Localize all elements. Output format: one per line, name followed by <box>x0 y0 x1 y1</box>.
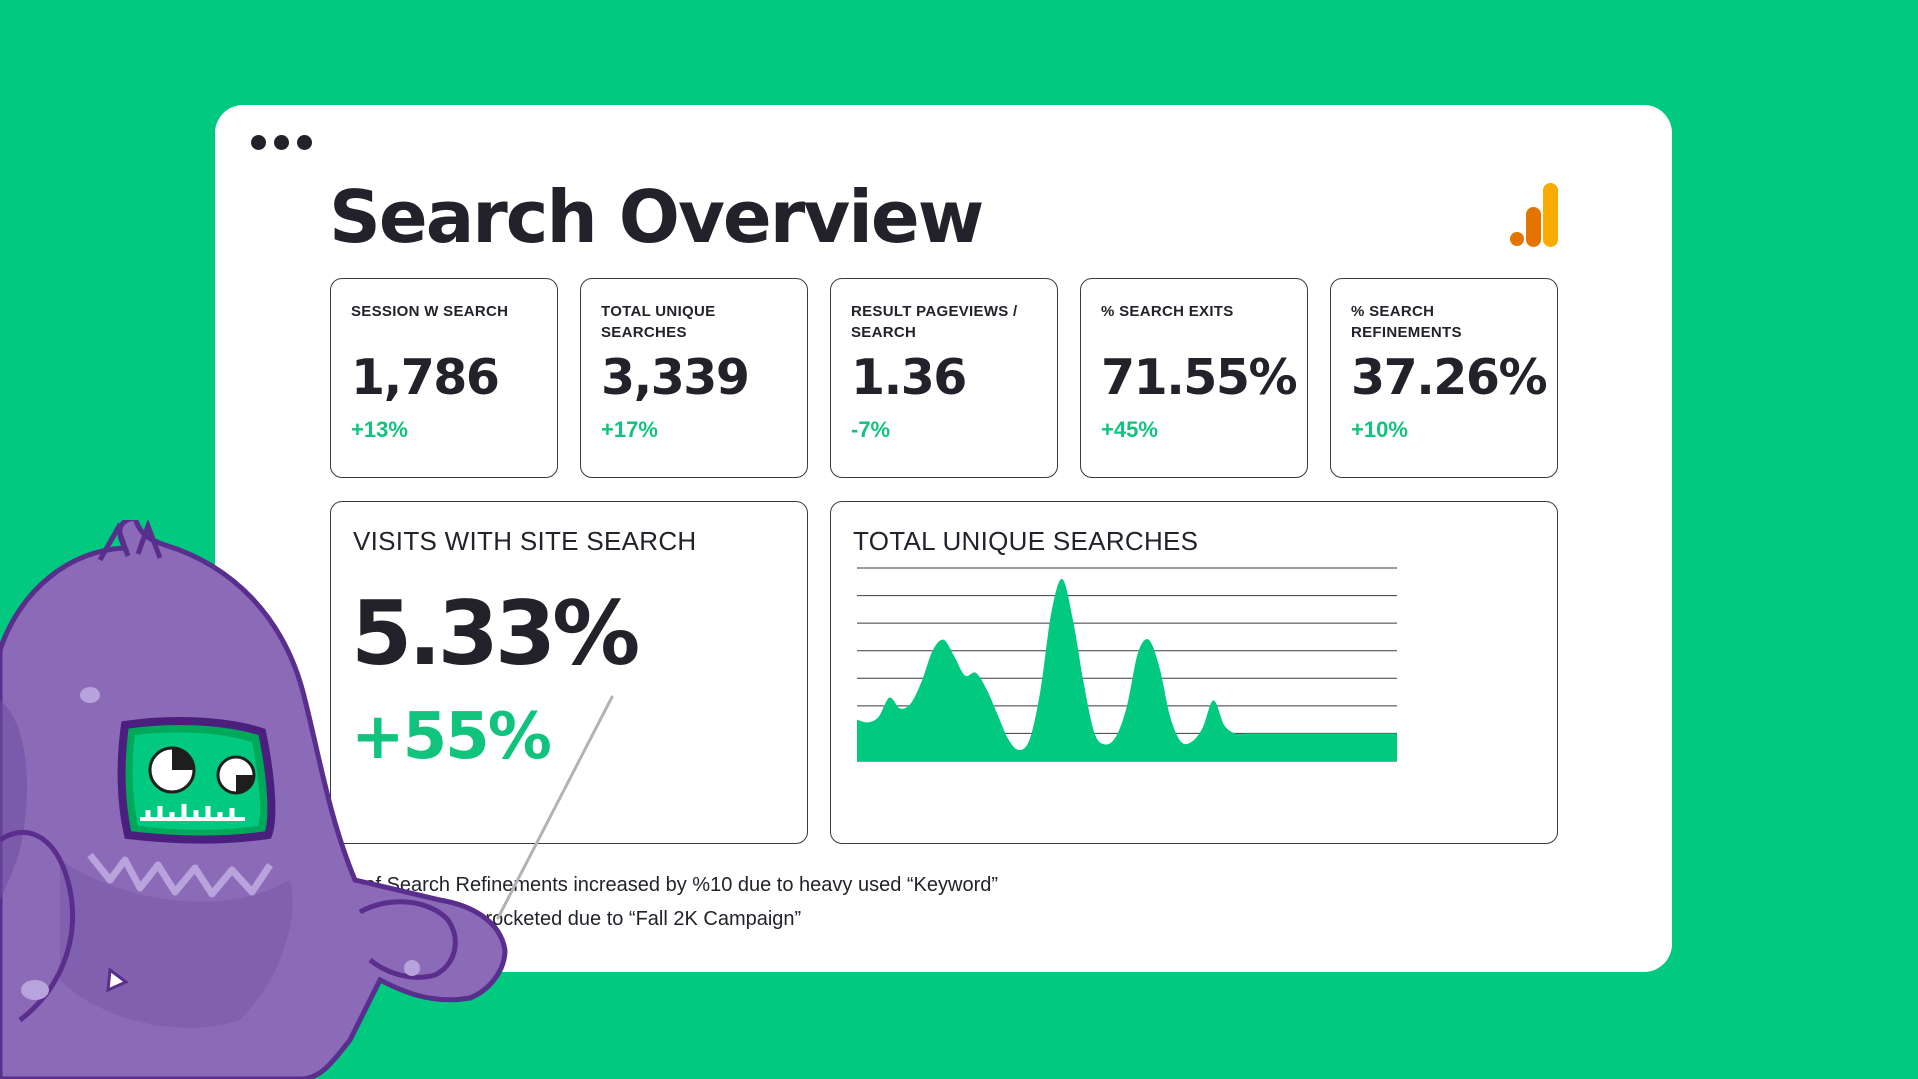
page-title: Search Overview <box>329 175 984 259</box>
site-search-change: +55% <box>351 700 552 774</box>
dashboard-card: Search Overview SESSION W SEARCH 1,786 +… <box>215 105 1672 972</box>
kpi-card-search-exits[interactable]: % SEARCH EXITS 71.55% +45% <box>1080 278 1308 478</box>
kpi-change: -7% <box>851 417 891 442</box>
kpi-value: 37.26% <box>1351 349 1548 406</box>
kpi-change: +10% <box>1351 417 1408 442</box>
note-line: % of Search Refinements increased by %10… <box>341 874 999 896</box>
kpi-label: RESULT PAGEVIEWS / SEARCH <box>851 303 1018 341</box>
kpi-change: +17% <box>601 417 658 442</box>
chart-area-series <box>857 578 1397 761</box>
more-dots-icon[interactable] <box>251 135 312 150</box>
kpi-value: 71.55% <box>1101 349 1298 406</box>
kpi-change: +45% <box>1101 417 1158 442</box>
site-search-panel[interactable]: VISITS WITH SITE SEARCH 5.33% +55% <box>330 501 808 844</box>
panel-title: TOTAL UNIQUE SEARCHES <box>853 526 1199 556</box>
purple-monster-mascot-icon <box>0 520 508 1079</box>
kpi-card-total-unique-searches[interactable]: TOTAL UNIQUE SEARCHES 3,339 +17% <box>580 278 808 478</box>
kpi-value: 1,786 <box>351 349 500 406</box>
kpi-value: 1.36 <box>851 349 967 406</box>
site-search-value: 5.33% <box>351 582 640 685</box>
trend-chart-panel[interactable]: TOTAL UNIQUE SEARCHES <box>830 501 1558 844</box>
panel-title: VISITS WITH SITE SEARCH <box>353 526 697 556</box>
kpi-label: % SEARCH EXITS <box>1101 303 1234 320</box>
dot <box>274 135 289 150</box>
kpi-value: 3,339 <box>601 349 750 406</box>
kpi-label: % SEARCH REFINEMENTS <box>1351 303 1462 341</box>
kpi-change: +13% <box>351 417 408 442</box>
kpi-label: SESSION W SEARCH <box>351 303 509 320</box>
dot <box>297 135 312 150</box>
dot <box>251 135 266 150</box>
kpi-card-result-pageviews[interactable]: RESULT PAGEVIEWS / SEARCH 1.36 -7% <box>830 278 1058 478</box>
kpi-card-search-refinements[interactable]: % SEARCH REFINEMENTS 37.26% +10% <box>1330 278 1558 478</box>
analytics-bars-icon <box>1510 183 1558 247</box>
trend-area-chart <box>857 567 1397 762</box>
kpi-card-session-w-search[interactable]: SESSION W SEARCH 1,786 +13% <box>330 278 558 478</box>
kpi-label: TOTAL UNIQUE SEARCHES <box>601 303 716 341</box>
